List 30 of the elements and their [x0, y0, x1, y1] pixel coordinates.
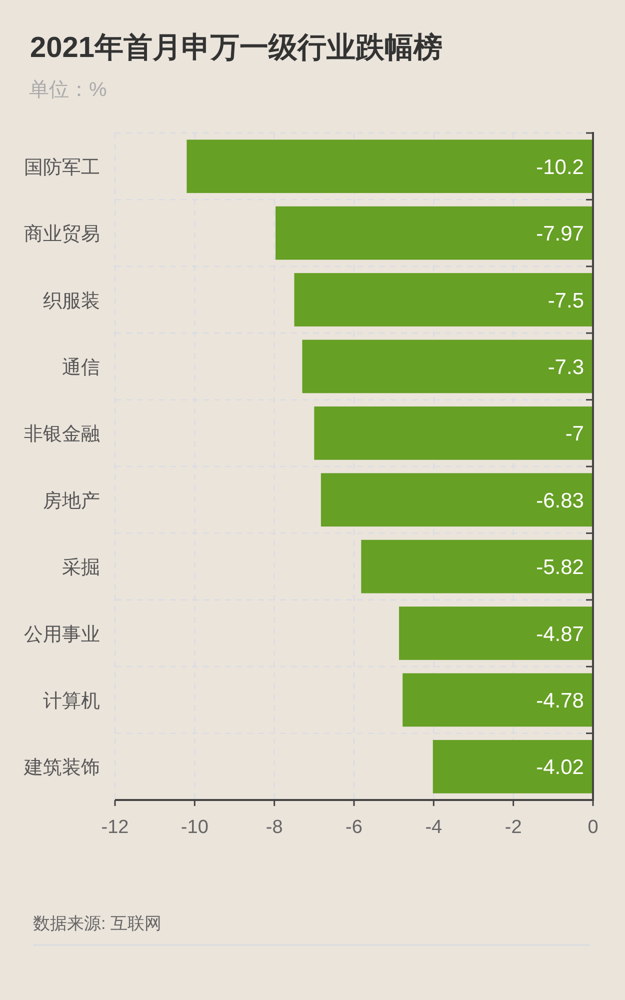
x-tick-label: -4 [425, 817, 443, 838]
y-tick-label: 织服装 [43, 290, 100, 312]
data-label: -4.87 [536, 622, 584, 646]
y-tick-label: 房地产 [43, 490, 100, 512]
chart-title: 2021年首月申万一级行业跌幅榜 [30, 32, 443, 64]
data-label: -4.02 [536, 756, 584, 780]
data-label: -10.2 [536, 156, 584, 179]
y-tick-label: 国防军工 [24, 157, 100, 178]
y-tick-label: 公用事业 [24, 624, 100, 646]
data-label: -6.83 [536, 489, 584, 512]
y-tick-label: 建筑装饰 [23, 758, 100, 779]
x-tick-label: -10 [180, 817, 208, 838]
x-tick-label: -12 [101, 817, 129, 838]
data-label: -5.82 [536, 556, 584, 580]
chart-subtitle: 单位：% [29, 79, 107, 101]
y-tick-label: 通信 [62, 357, 100, 378]
data-label: -7.3 [548, 356, 584, 379]
x-tick-label: -2 [504, 817, 522, 838]
x-tick-label: -8 [266, 817, 283, 838]
y-tick-label: 商业贸易 [24, 223, 100, 246]
x-tick-label: -6 [346, 817, 362, 838]
y-tick-label: 采掘 [62, 558, 100, 579]
data-label: -7 [565, 422, 584, 446]
data-label: -4.78 [536, 689, 584, 712]
y-tick-label: 计算机 [43, 690, 100, 712]
data-label: -7.5 [548, 289, 584, 312]
source-note: 数据来源: 互联网 [33, 914, 162, 933]
data-label: -7.97 [536, 222, 584, 246]
y-tick-label: 非银金融 [24, 424, 100, 446]
x-tick-label: 0 [588, 817, 598, 838]
